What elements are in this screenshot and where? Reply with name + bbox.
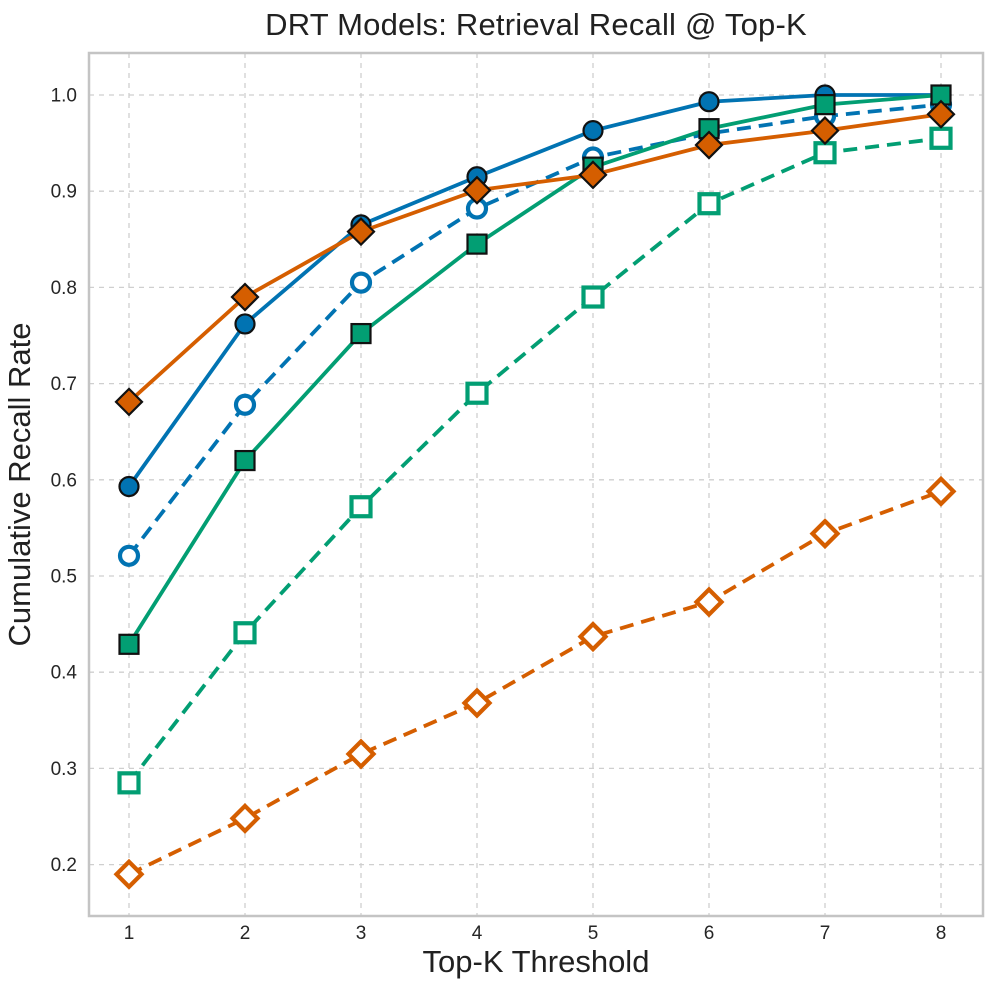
blue-solid-filled-circle-marker [234, 313, 256, 335]
green-dashed-open-square-marker [465, 381, 489, 405]
blue-solid-filled-circle-marker [698, 91, 720, 113]
green-solid-filled-square-marker [118, 633, 140, 655]
green-dashed-open-square-line [127, 136, 942, 784]
y-tick-label: 0.8 [51, 278, 77, 299]
blue-solid-filled-circle-marker [118, 475, 140, 498]
y-tick-label: 0.7 [51, 374, 77, 395]
y-tick-label: 0.3 [51, 759, 77, 780]
orange-solid-filled-diamond-marker [114, 387, 144, 417]
orange-dashed-open-diamond-marker [809, 518, 841, 550]
orange-dashed-open-diamond-line [128, 489, 942, 876]
orange-solid-filled-diamond-marker [578, 160, 608, 190]
orange-dashed-open-diamond-marker [693, 586, 725, 618]
green-solid-filled-square-marker [814, 94, 836, 116]
y-tick-label: 0.6 [51, 470, 77, 491]
orange-solid-filled-diamond-marker [810, 116, 840, 146]
orange-dashed-open-diamond-marker [577, 621, 609, 653]
green-dashed-open-square-marker [813, 141, 837, 165]
orange-solid-filled-diamond-marker [230, 282, 260, 312]
blue-solid-filled-circle-line [127, 93, 941, 488]
green-solid-filled-square-marker [350, 322, 372, 345]
tick-labels: 1 2 3 4 5 6 7 8 0.2 0.3 0.4 0.5 0.6 0.7 0.8 0.9 1.0 [51, 86, 947, 945]
blue-dashed-open-circle-marker [117, 544, 141, 567]
orange-dashed-open-diamond-marker [925, 475, 957, 507]
green-dashed-open-square-marker [233, 621, 257, 645]
x-tick-label: 5 [588, 923, 599, 944]
y-axis-label: Cumulative Recall Rate [2, 323, 37, 647]
y-tick-label: 0.5 [51, 567, 77, 588]
orange-solid-filled-diamond-marker [346, 217, 376, 247]
green-solid-filled-square-line [127, 93, 942, 646]
series-green-dashed-open-square [117, 126, 953, 795]
x-tick-label: 1 [124, 923, 135, 944]
x-tick-label: 6 [704, 923, 715, 944]
green-dashed-open-square-marker [581, 285, 605, 309]
x-tick-label: 4 [472, 923, 483, 944]
green-solid-filled-square-marker [466, 233, 488, 255]
series-green-solid-filled-square [118, 84, 952, 655]
green-solid-filled-square-marker [234, 449, 256, 472]
orange-solid-filled-diamond-marker [694, 130, 724, 160]
orange-dashed-open-diamond-marker [345, 738, 377, 770]
blue-solid-filled-circle-marker [582, 119, 604, 142]
y-tick-label: 0.4 [51, 663, 78, 684]
orange-dashed-open-diamond-marker [229, 802, 261, 834]
y-tick-label: 1.0 [51, 86, 77, 107]
orange-solid-filled-diamond-marker [462, 175, 492, 205]
orange-dashed-open-diamond-marker [113, 858, 145, 890]
green-dashed-open-square-marker [697, 192, 721, 216]
orange-solid-filled-diamond-line [127, 112, 942, 404]
green-dashed-open-square-marker [929, 126, 953, 150]
x-tick-label: 7 [820, 923, 831, 944]
series-orange-solid-filled-diamond [114, 99, 956, 417]
orange-dashed-open-diamond-marker [461, 687, 493, 719]
blue-dashed-open-circle-marker [233, 393, 257, 416]
green-dashed-open-square-marker [117, 771, 141, 795]
orange-solid-filled-diamond-marker [926, 99, 956, 129]
y-tick-label: 0.2 [51, 855, 77, 876]
plot-frame [87, 51, 985, 918]
x-tick-label: 2 [240, 923, 251, 944]
x-axis-label: Top-K Threshold [423, 944, 650, 979]
green-dashed-open-square-marker [349, 495, 373, 519]
chart-title: DRT Models: Retrieval Recall @ Top-K [265, 7, 807, 42]
x-tick-label: 3 [356, 923, 367, 944]
y-tick-label: 0.9 [51, 182, 77, 203]
series-orange-dashed-open-diamond [113, 475, 957, 890]
x-tick-label: 8 [936, 923, 947, 944]
blue-dashed-open-circle-marker [349, 271, 373, 294]
